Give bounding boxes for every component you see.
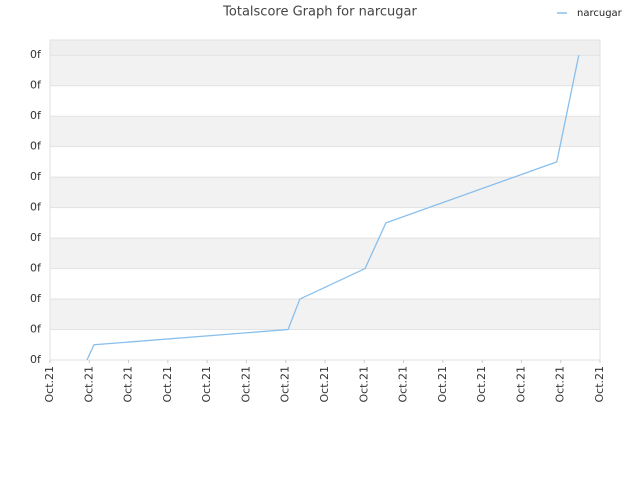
x-tick-label: Oct.21 xyxy=(82,366,95,403)
plot-band xyxy=(50,238,600,269)
y-tick-label: 0f xyxy=(30,109,42,122)
x-tick-label: Oct.21 xyxy=(554,366,567,403)
x-tick-label: Oct.21 xyxy=(318,366,331,403)
legend-label: narcugar xyxy=(577,8,623,19)
chart-title: Totalscore Graph for narcugar xyxy=(222,5,417,20)
x-tick-label: Oct.21 xyxy=(239,366,252,403)
y-tick-label: 0f xyxy=(30,48,42,61)
y-tick-label: 0f xyxy=(30,231,42,244)
x-tick-label: Oct.21 xyxy=(43,366,56,403)
x-tick-label: Oct.21 xyxy=(357,366,370,403)
x-tick-label: Oct.21 xyxy=(200,366,213,403)
series-line xyxy=(86,55,580,361)
y-tick-label: 0f xyxy=(30,79,42,92)
plot-band xyxy=(50,177,600,208)
x-tick-label: Oct.21 xyxy=(436,366,449,403)
x-tick-label: Oct.21 xyxy=(514,366,527,403)
y-tick-label: 0f xyxy=(30,262,42,275)
plot-band xyxy=(50,116,600,147)
x-tick-label: Oct.21 xyxy=(475,366,488,403)
x-tick-label: Oct.21 xyxy=(279,366,292,403)
x-tick-label: Oct.21 xyxy=(122,366,135,403)
y-tick-label: 0f xyxy=(30,353,42,366)
plot-band xyxy=(50,299,600,330)
y-tick-label: 0f xyxy=(30,292,42,305)
y-tick-label: 0f xyxy=(30,140,42,153)
x-tick-label: Oct.21 xyxy=(161,366,174,403)
x-tick-label: Oct.21 xyxy=(593,366,606,403)
plot-band xyxy=(50,40,600,56)
y-tick-label: 0f xyxy=(30,201,42,214)
x-tick-label: Oct.21 xyxy=(397,366,410,403)
y-tick-label: 0f xyxy=(30,323,42,336)
y-tick-label: 0f xyxy=(30,170,42,183)
plot-band xyxy=(50,55,600,86)
